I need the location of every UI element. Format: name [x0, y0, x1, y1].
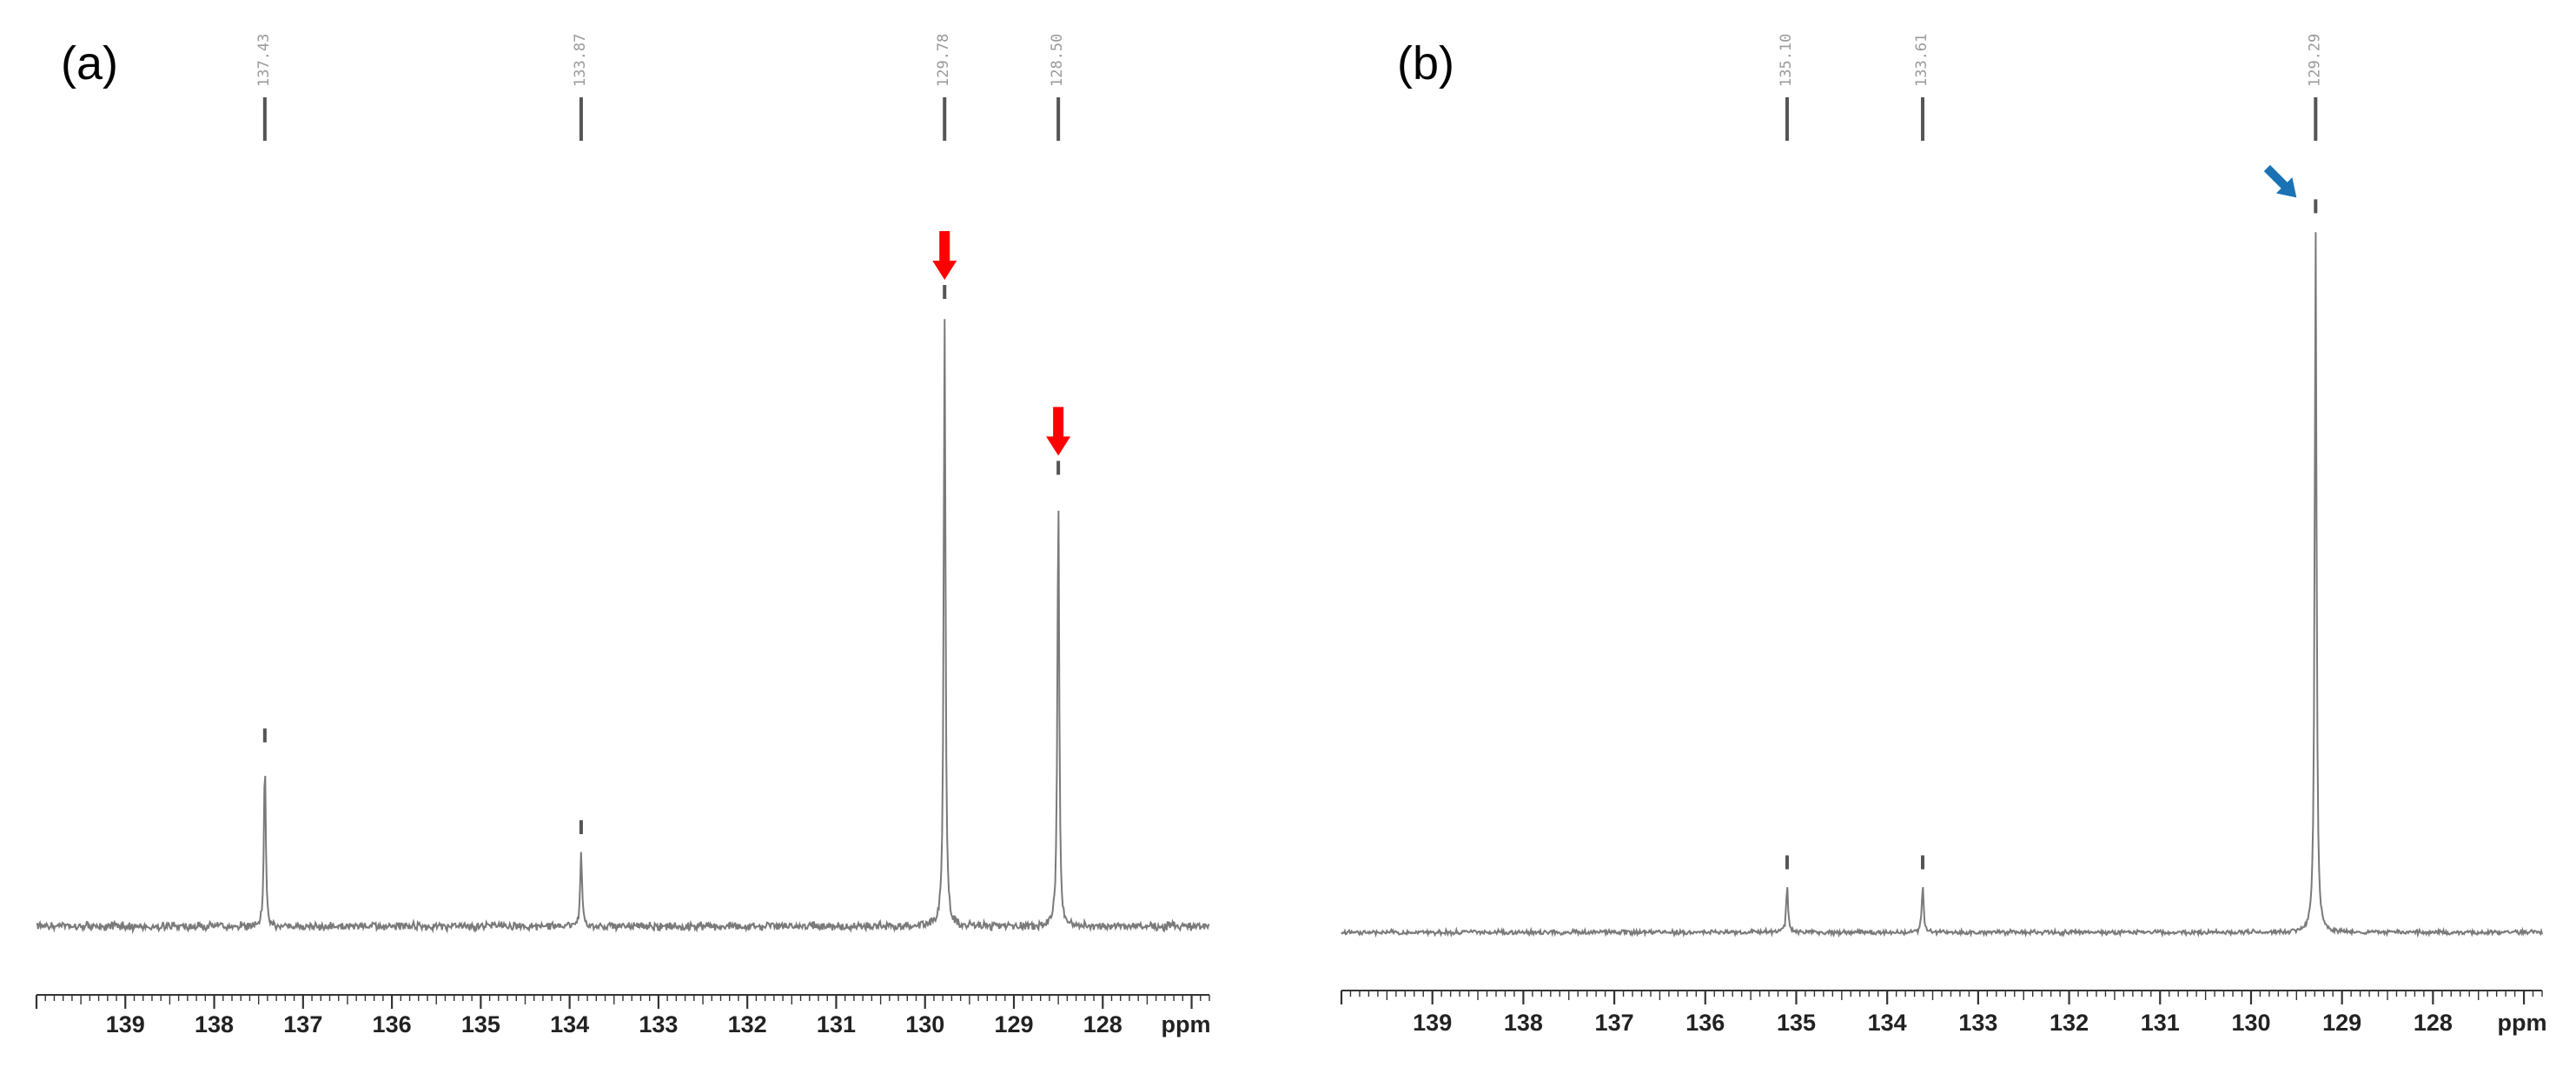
x-tick-label: 137 — [283, 1011, 322, 1037]
spectrum-panel-a: (a) 137.43 133.87 129.78 128.50 139 138 137 136… — [35, 34, 1211, 1037]
x-tick-label: 132 — [728, 1011, 767, 1037]
x-tick-label: 135 — [461, 1011, 500, 1037]
panel-label-a: (a) — [61, 37, 118, 89]
peak-label: 135.10 — [1778, 34, 1795, 87]
x-tick-label: 139 — [1413, 1010, 1452, 1036]
x-axis-unit-label: ppm — [2498, 1010, 2547, 1036]
spectrum-chart-b: 135.10 133.61 129.29 139 138 137 136 135 134 133 1… — [1340, 34, 2547, 1036]
x-tick-label: 129 — [2322, 1010, 2361, 1036]
x-tick-label: 128 — [1083, 1011, 1122, 1037]
x-tick-label: 138 — [195, 1011, 234, 1037]
x-tick-label: 133 — [1958, 1010, 1997, 1036]
x-tick-label: 136 — [373, 1011, 412, 1037]
peak-label: 137.43 — [255, 34, 273, 87]
x-tick-label: 131 — [817, 1011, 856, 1037]
panel-label-b: (b) — [1397, 37, 1454, 89]
peak-label: 129.78 — [935, 34, 952, 87]
x-tick-label: 135 — [1777, 1010, 1816, 1036]
x-tick-label: 134 — [1868, 1010, 1907, 1036]
x-tick-label: 128 — [2414, 1010, 2453, 1036]
x-tick-label: 136 — [1685, 1010, 1725, 1036]
peak-label: 129.29 — [2306, 34, 2323, 87]
peak-label: 133.87 — [572, 34, 589, 87]
x-axis-unit-label: ppm — [1162, 1011, 1211, 1037]
x-tick-label: 129 — [994, 1011, 1033, 1037]
spectrum-trace — [36, 319, 1210, 935]
x-tick-label: 133 — [639, 1011, 678, 1037]
x-tick-label: 132 — [2050, 1010, 2089, 1036]
red-down-arrow — [1046, 407, 1071, 456]
spectrum-trace — [1341, 232, 2543, 938]
spectrum-panel-b: (b) 135.10 133.61 129.29 139 138 137 136 135 134… — [1288, 0, 2576, 1067]
x-tick-label: 134 — [550, 1011, 589, 1037]
peak-label: 128.50 — [1049, 34, 1066, 87]
x-tick-label: 130 — [2231, 1010, 2270, 1036]
red-down-arrow — [932, 231, 957, 280]
x-tick-label: 131 — [2141, 1010, 2180, 1036]
x-tick-label: 130 — [905, 1011, 944, 1037]
peak-label: 133.61 — [1913, 34, 1930, 87]
spectrum-chart-a: 137.43 133.87 129.78 128.50 139 138 137 136 135 1… — [35, 34, 1211, 1037]
x-tick-label: 138 — [1504, 1010, 1543, 1036]
blue-diagonal-arrow — [2263, 164, 2297, 198]
x-tick-label: 139 — [106, 1011, 145, 1037]
x-tick-label: 137 — [1595, 1010, 1634, 1036]
